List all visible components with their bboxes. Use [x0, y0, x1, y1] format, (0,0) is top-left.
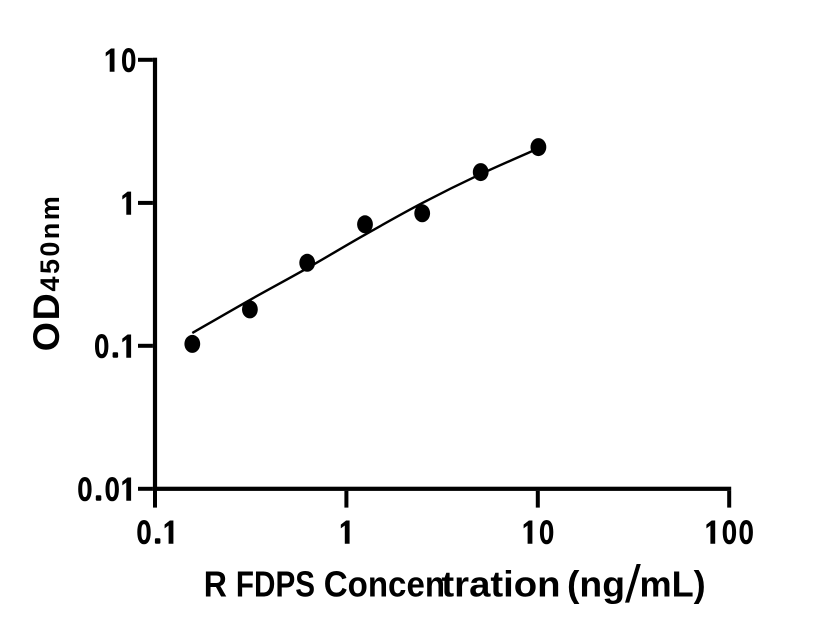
svg-text:Concen: Concen: [324, 564, 445, 605]
svg-text:FDPS: FDPS: [236, 565, 315, 606]
svg-text:R: R: [204, 565, 227, 605]
svg-text:mL): mL): [640, 563, 706, 604]
svg-text:tration: tration: [441, 563, 560, 604]
svg-text:(ng: (ng: [567, 564, 625, 605]
